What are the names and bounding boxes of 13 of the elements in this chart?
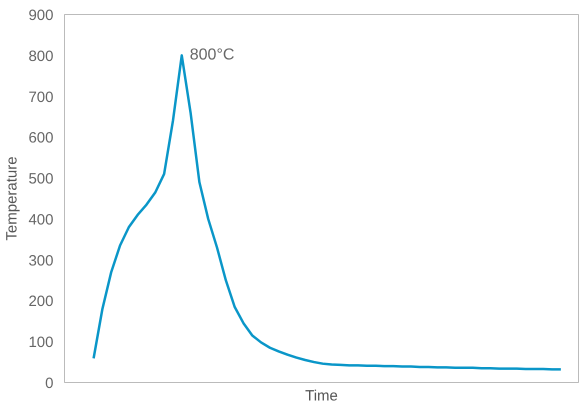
- y-tick-label: 0: [45, 375, 54, 392]
- annotation: 800°C: [190, 46, 234, 64]
- y-tick-label: 100: [28, 334, 54, 352]
- y-tick-label: 300: [28, 252, 54, 270]
- y-axis-title: Temperature: [3, 156, 20, 241]
- x-axis-title: Time: [305, 388, 338, 404]
- y-tick-label: 400: [28, 211, 54, 228]
- y-tick-label: 200: [28, 293, 54, 310]
- y-tick-label: 900: [28, 7, 54, 24]
- y-tick-label: 700: [28, 88, 54, 106]
- y-tick-label: 500: [28, 170, 54, 188]
- y-tick-label: 800: [28, 48, 54, 65]
- y-tick-label: 600: [28, 130, 54, 147]
